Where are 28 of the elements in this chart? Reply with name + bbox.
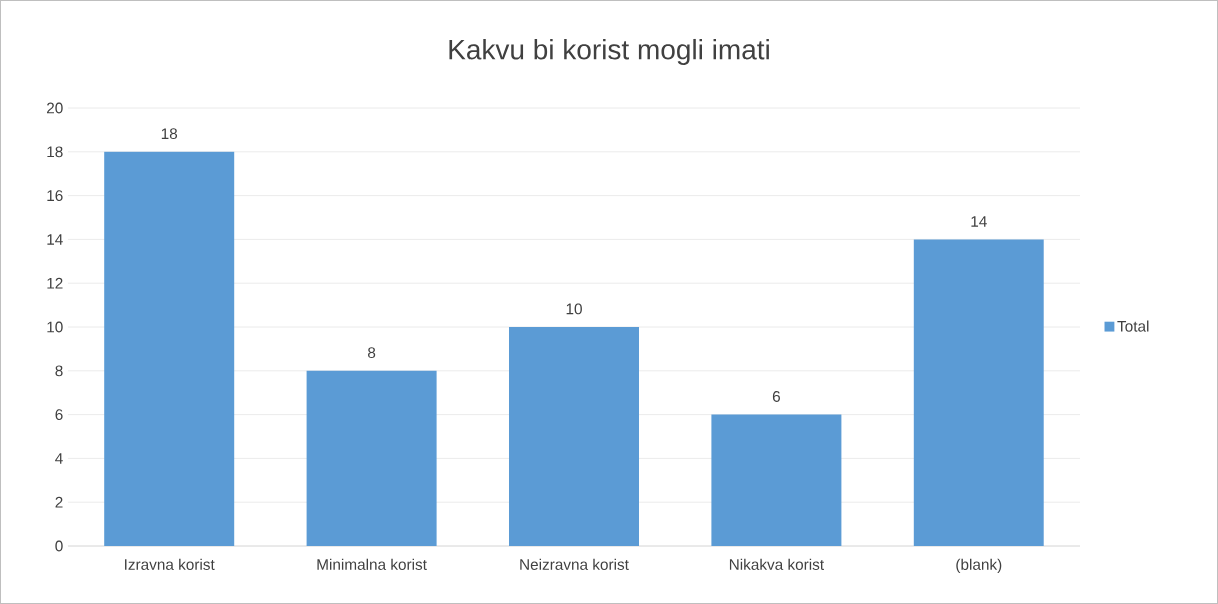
y-tick-label: 0 bbox=[55, 540, 63, 552]
x-tick-label: Izravna korist bbox=[125, 558, 215, 570]
data-label: 8 bbox=[368, 347, 376, 359]
y-tick-label: 20 bbox=[47, 102, 63, 114]
bar bbox=[104, 151, 235, 547]
y-tick-label: 16 bbox=[47, 190, 63, 202]
data-label: 18 bbox=[161, 128, 178, 140]
data-label: 6 bbox=[772, 391, 780, 402]
chart-title: Kakvu bi korist mogli imati bbox=[449, 38, 769, 66]
bar bbox=[509, 327, 640, 547]
x-tick-label: Minimalna korist bbox=[317, 558, 427, 570]
y-tick-label: 14 bbox=[47, 234, 63, 245]
y-tick-label: 18 bbox=[47, 146, 63, 158]
bar bbox=[913, 239, 1044, 547]
y-tick-label: 2 bbox=[55, 496, 63, 508]
y-tick-label: 8 bbox=[55, 365, 63, 377]
y-tick-label: 6 bbox=[55, 409, 63, 421]
bar bbox=[306, 370, 437, 547]
x-tick-label: (blank) bbox=[956, 558, 1002, 574]
y-tick-label: 10 bbox=[47, 321, 63, 333]
x-tick-label: Neizravna korist bbox=[520, 558, 629, 570]
y-tick-label: 4 bbox=[55, 453, 63, 464]
y-tick-label: 12 bbox=[47, 277, 63, 289]
legend-label: Total bbox=[1117, 320, 1149, 332]
data-label: 10 bbox=[566, 303, 582, 315]
data-label: 14 bbox=[971, 216, 987, 227]
x-tick-label: Nikakva korist bbox=[729, 558, 824, 570]
bar bbox=[711, 414, 842, 547]
